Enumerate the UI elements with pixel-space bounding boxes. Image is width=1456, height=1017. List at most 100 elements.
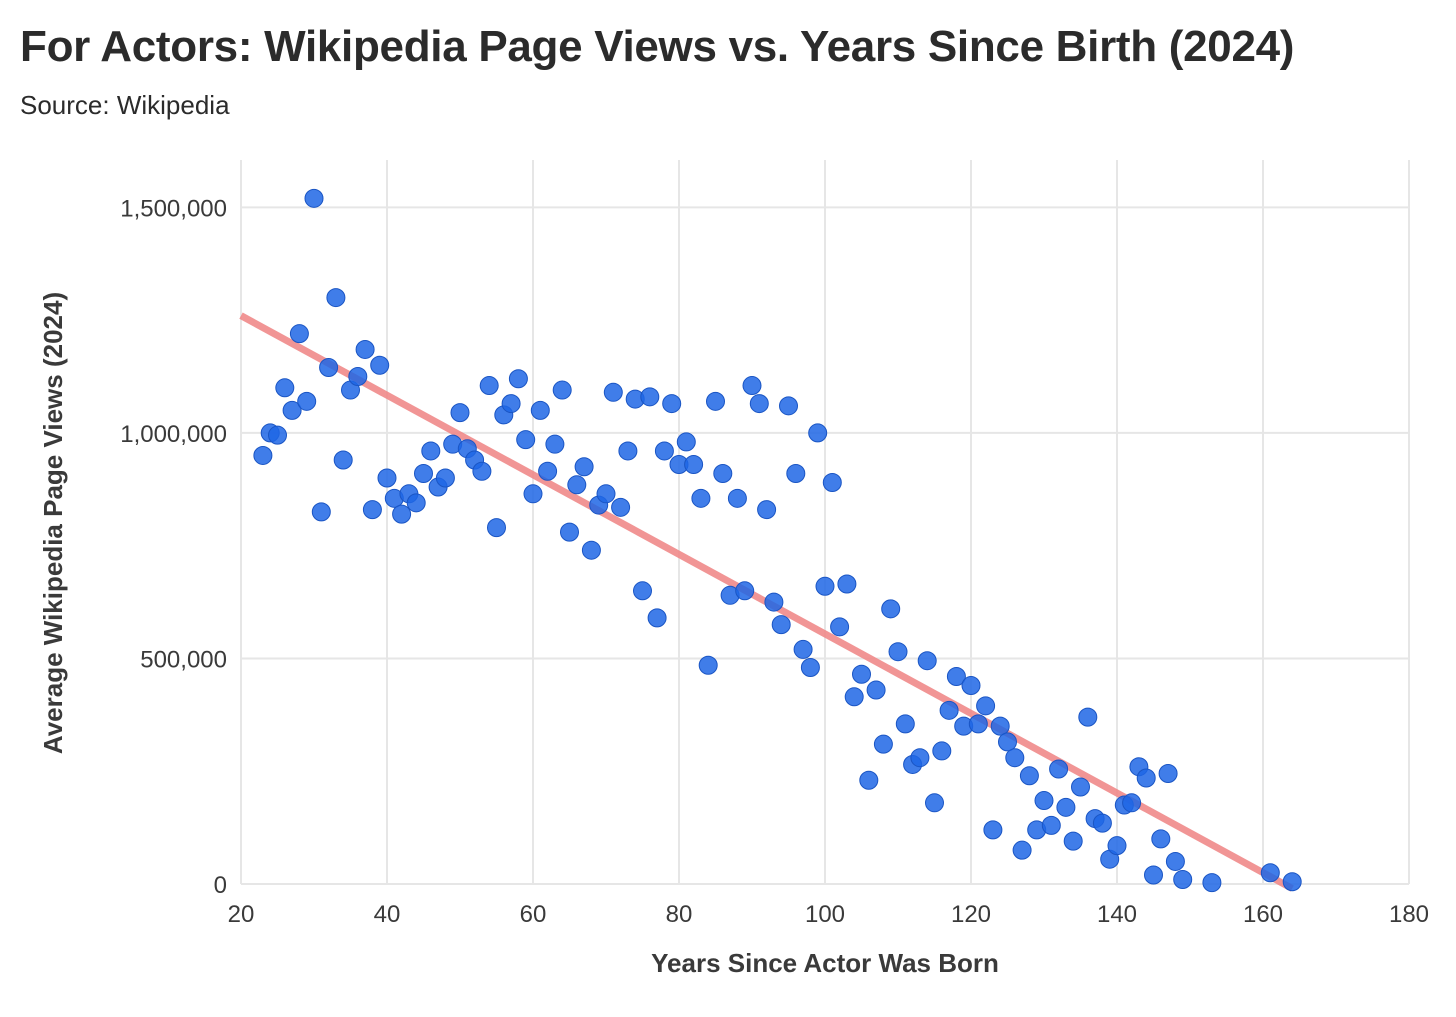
data-point xyxy=(713,464,733,484)
data-point xyxy=(1151,829,1171,849)
data-point xyxy=(501,394,521,414)
y-tick-label: 500,000 xyxy=(140,646,227,673)
data-point xyxy=(727,488,747,508)
data-point xyxy=(1034,791,1054,811)
data-point xyxy=(881,599,901,619)
y-tick-label: 1,000,000 xyxy=(120,421,227,448)
data-point xyxy=(706,391,725,411)
data-point xyxy=(414,464,433,484)
data-point xyxy=(355,339,375,359)
data-point xyxy=(822,473,842,493)
data-point xyxy=(508,369,528,389)
data-point xyxy=(487,518,506,538)
data-point xyxy=(844,687,864,707)
data-point xyxy=(1282,872,1302,892)
data-point xyxy=(268,425,287,445)
data-point xyxy=(1165,851,1185,871)
data-point xyxy=(676,432,696,452)
data-point xyxy=(377,468,397,488)
data-point xyxy=(392,504,412,524)
data-point xyxy=(859,770,879,790)
data-point xyxy=(866,680,886,700)
data-point xyxy=(311,502,331,522)
data-point xyxy=(603,382,623,402)
data-point xyxy=(479,376,499,396)
data-point xyxy=(1144,865,1163,885)
grid-lines xyxy=(240,160,1410,885)
data-point xyxy=(1173,869,1193,889)
data-point xyxy=(852,664,871,684)
data-point xyxy=(472,461,492,481)
data-point xyxy=(830,617,850,637)
data-point xyxy=(764,592,784,612)
data-point xyxy=(983,820,1003,840)
data-point xyxy=(581,540,601,560)
data-point xyxy=(319,358,339,378)
data-point xyxy=(1078,707,1098,727)
data-point xyxy=(1158,763,1178,783)
x-tick-label: 40 xyxy=(374,901,401,928)
data-point xyxy=(932,741,952,761)
data-point xyxy=(771,615,791,635)
data-point xyxy=(304,188,324,208)
data-point xyxy=(450,403,470,423)
data-point xyxy=(516,430,536,450)
data-point xyxy=(647,608,667,628)
data-point xyxy=(961,676,981,696)
data-point xyxy=(421,441,441,461)
data-point xyxy=(691,488,711,508)
data-point xyxy=(654,441,674,461)
data-point xyxy=(925,793,944,813)
data-point xyxy=(1122,793,1142,813)
data-point xyxy=(574,457,594,477)
data-point xyxy=(289,324,309,344)
data-point xyxy=(808,423,828,443)
data-point xyxy=(406,493,426,513)
data-point xyxy=(362,500,382,520)
data-point xyxy=(786,464,806,484)
data-point xyxy=(633,581,652,601)
data-point xyxy=(815,576,835,596)
data-point xyxy=(895,714,915,734)
x-tick-label: 180 xyxy=(1389,901,1429,928)
data-point xyxy=(684,454,704,474)
tick-labels: 20 40 60 80 100 120 140 160 180 0 500,000 1,000,000… xyxy=(120,195,1429,928)
data-point xyxy=(793,639,813,659)
x-tick-label: 140 xyxy=(1097,901,1137,928)
data-point xyxy=(618,441,638,461)
data-point xyxy=(917,651,937,671)
data-point xyxy=(1107,836,1127,856)
data-point xyxy=(297,391,317,411)
x-tick-label: 20 xyxy=(228,901,255,928)
data-point xyxy=(990,716,1010,736)
data-point xyxy=(998,732,1017,752)
data-point xyxy=(888,642,908,662)
data-point xyxy=(538,461,558,481)
x-tick-label: 160 xyxy=(1243,901,1283,928)
data-point xyxy=(1019,766,1039,786)
y-axis-title: Average Wikipedia Page Views (2024) xyxy=(38,292,68,754)
data-point xyxy=(1071,777,1090,797)
data-point xyxy=(275,378,295,398)
data-point xyxy=(1092,813,1112,833)
data-point xyxy=(873,734,893,754)
data-point xyxy=(742,376,762,396)
data-point xyxy=(596,484,616,504)
data-point xyxy=(370,355,390,375)
data-point xyxy=(1202,873,1222,893)
data-point xyxy=(530,400,550,420)
x-tick-label: 80 xyxy=(666,901,693,928)
y-tick-label: 0 xyxy=(214,872,227,899)
data-point xyxy=(779,396,798,416)
x-axis-title: Years Since Actor Was Born xyxy=(651,948,999,978)
data-point xyxy=(1041,815,1061,835)
data-point xyxy=(662,394,682,414)
data-point xyxy=(523,484,543,504)
data-point xyxy=(698,655,718,675)
data-point xyxy=(333,450,353,470)
data-point xyxy=(611,497,631,517)
data-point xyxy=(946,666,966,686)
data-point xyxy=(560,522,579,542)
data-point xyxy=(545,434,565,454)
